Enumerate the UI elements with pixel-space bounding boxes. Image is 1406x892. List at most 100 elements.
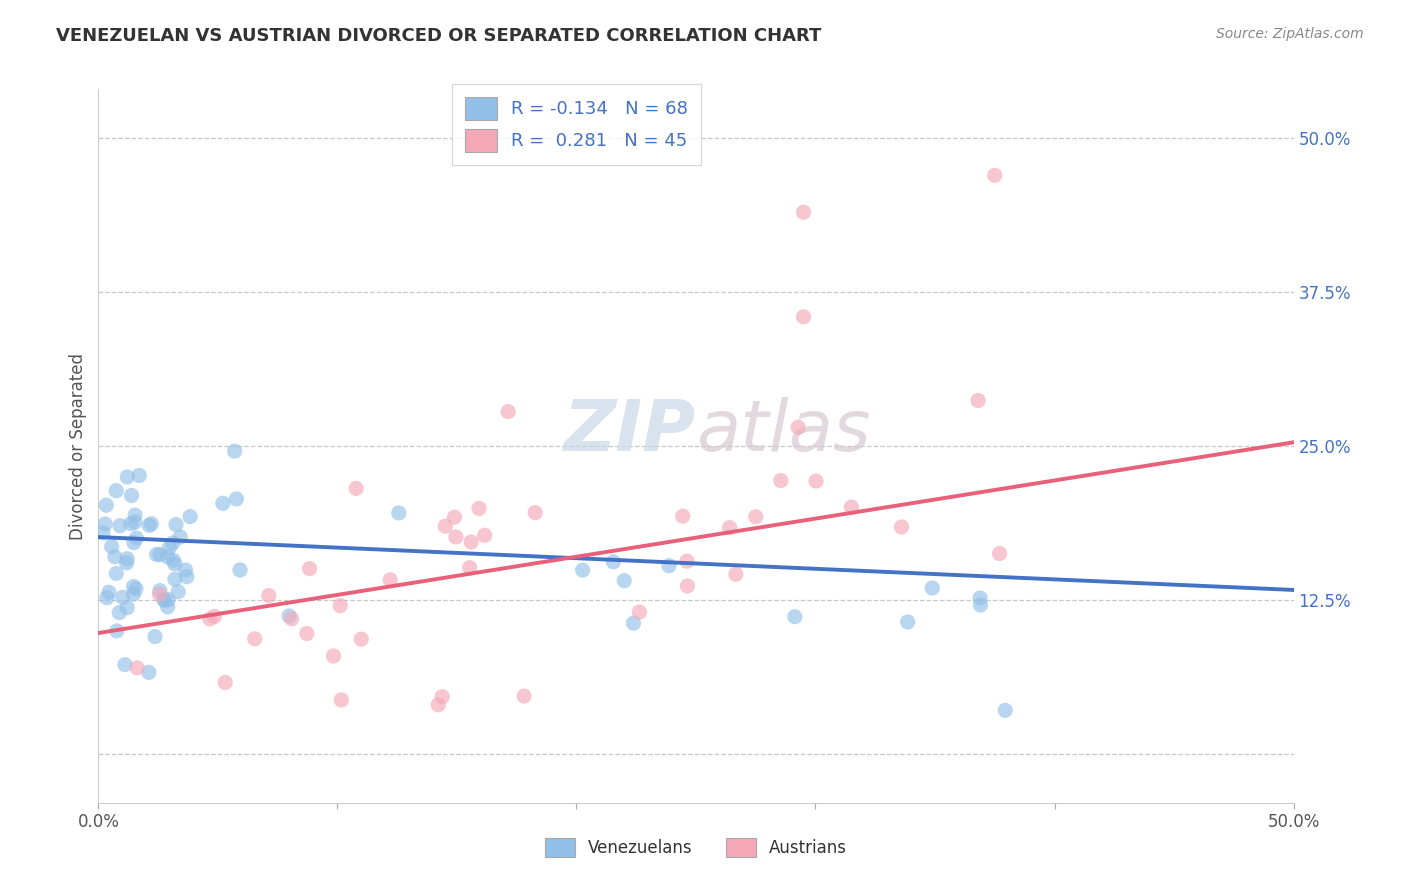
Point: [122, 579, 145, 593]
Point: [443, 510, 465, 524]
Point: [165, 517, 187, 532]
Point: [117, 470, 139, 484]
Point: [841, 500, 863, 514]
Point: [167, 584, 190, 599]
Point: [427, 698, 450, 712]
Point: [434, 519, 457, 533]
Point: [174, 563, 197, 577]
Point: [214, 675, 236, 690]
Point: [724, 567, 747, 582]
Point: [225, 491, 247, 506]
Point: [257, 589, 280, 603]
Point: [157, 592, 180, 607]
Point: [513, 689, 536, 703]
Point: [100, 540, 122, 554]
Point: [243, 632, 266, 646]
Point: [121, 488, 143, 502]
Point: [988, 546, 1011, 560]
Point: [280, 612, 302, 626]
Point: [198, 612, 221, 626]
Point: [124, 508, 146, 523]
Point: [108, 606, 131, 620]
Point: [984, 169, 1007, 183]
Point: [148, 587, 170, 601]
Point: [98, 585, 121, 599]
Point: [613, 574, 636, 588]
Point: [769, 474, 792, 488]
Point: [141, 516, 163, 531]
Point: [163, 572, 186, 586]
Point: [176, 570, 198, 584]
Point: [628, 605, 651, 619]
Point: [295, 626, 318, 640]
Point: [143, 630, 166, 644]
Point: [890, 520, 912, 534]
Point: [787, 420, 810, 434]
Point: [793, 310, 815, 324]
Text: atlas: atlas: [696, 397, 870, 467]
Text: Source: ZipAtlas.com: Source: ZipAtlas.com: [1216, 27, 1364, 41]
Point: [967, 393, 990, 408]
Point: [104, 549, 127, 564]
Point: [969, 598, 991, 612]
Point: [330, 693, 353, 707]
Point: [672, 509, 695, 524]
Point: [115, 556, 138, 570]
Point: [105, 624, 128, 638]
Point: [149, 583, 172, 598]
Point: [138, 665, 160, 680]
Point: [322, 648, 344, 663]
Point: [149, 548, 172, 562]
Point: [380, 573, 402, 587]
Point: [105, 483, 128, 498]
Point: [212, 496, 235, 510]
Point: [897, 615, 920, 629]
Point: [204, 609, 226, 624]
Point: [388, 506, 411, 520]
Point: [115, 600, 138, 615]
Point: [125, 531, 148, 545]
Point: [994, 703, 1017, 717]
Point: [718, 521, 741, 535]
Point: [224, 444, 246, 458]
Point: [783, 609, 806, 624]
Point: [329, 599, 352, 613]
Point: [122, 587, 145, 601]
Point: [120, 516, 142, 531]
Legend: Venezuelans, Austrians: Venezuelans, Austrians: [536, 830, 856, 866]
Point: [571, 563, 593, 577]
Point: [156, 599, 179, 614]
Point: [128, 468, 150, 483]
Point: [745, 509, 768, 524]
Point: [458, 560, 481, 574]
Point: [430, 690, 453, 704]
Point: [124, 515, 146, 529]
Point: [496, 404, 519, 418]
Text: VENEZUELAN VS AUSTRIAN DIVORCED OR SEPARATED CORRELATION CHART: VENEZUELAN VS AUSTRIAN DIVORCED OR SEPAR…: [56, 27, 821, 45]
Point: [138, 518, 160, 533]
Point: [969, 591, 991, 605]
Point: [229, 563, 252, 577]
Point: [658, 558, 681, 573]
Point: [676, 554, 699, 568]
Point: [602, 555, 624, 569]
Point: [474, 528, 496, 542]
Point: [298, 561, 321, 575]
Point: [125, 582, 148, 596]
Point: [153, 592, 176, 607]
Point: [179, 509, 201, 524]
Point: [676, 579, 699, 593]
Point: [623, 616, 645, 631]
Point: [162, 536, 184, 550]
Point: [162, 553, 184, 567]
Point: [350, 632, 373, 647]
Point: [444, 530, 467, 544]
Point: [114, 657, 136, 672]
Point: [344, 482, 367, 496]
Point: [468, 501, 491, 516]
Point: [145, 548, 167, 562]
Point: [921, 581, 943, 595]
Point: [105, 566, 128, 581]
Point: [278, 609, 301, 624]
Point: [127, 661, 149, 675]
